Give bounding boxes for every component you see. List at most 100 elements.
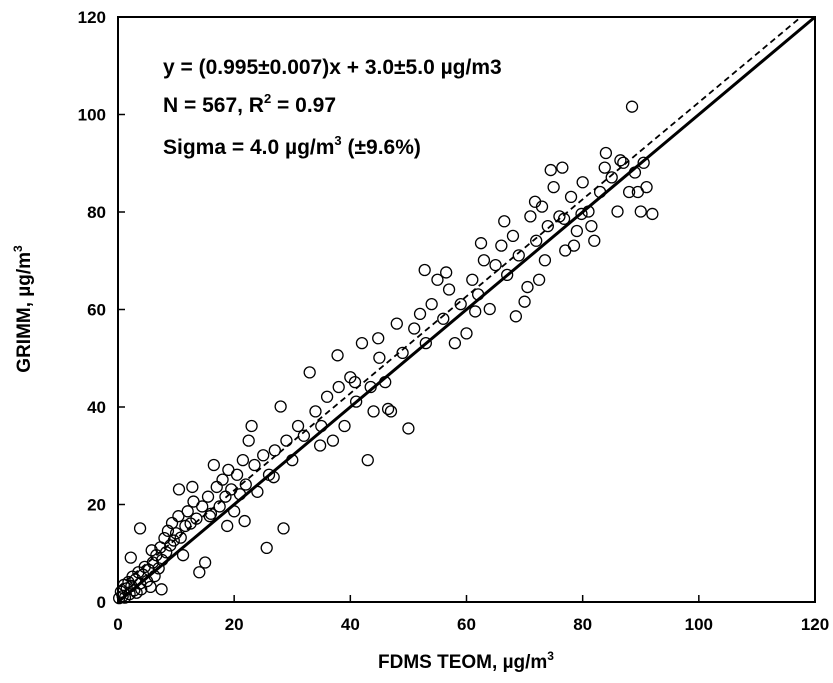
- one-to-one-line: [117, 15, 816, 604]
- data-point: [332, 380, 345, 394]
- data-point: [155, 583, 168, 596]
- y-tick-label: 60: [87, 301, 106, 320]
- x-tick-label: 80: [573, 615, 592, 634]
- data-point: [413, 307, 427, 321]
- annotation-sigma-text: Sigma = 4.0 µg/m: [163, 136, 334, 159]
- data-point: [174, 531, 187, 544]
- data-point: [614, 154, 627, 167]
- x-axis-title-text: FDMS TEOM, µg/m: [378, 652, 547, 673]
- data-point: [483, 302, 496, 316]
- data-point: [338, 419, 351, 433]
- data-point: [521, 280, 534, 294]
- data-point: [239, 478, 252, 491]
- annotation-sigma: Sigma = 4.0 µg/m3 (±9.6%): [163, 133, 421, 159]
- y-axis-title-sup: 3: [11, 245, 25, 252]
- data-point: [277, 522, 290, 535]
- data-point: [373, 351, 386, 364]
- x-axis-title: FDMS TEOM, µg/m3: [378, 649, 554, 673]
- annotation-n-r2: N = 567, R2 = 0.97: [163, 91, 336, 117]
- data-point: [567, 239, 581, 252]
- data-point: [544, 163, 557, 177]
- data-point: [248, 458, 261, 472]
- data-point: [547, 180, 560, 194]
- data-point: [528, 195, 542, 208]
- data-point: [431, 273, 444, 286]
- data-point: [495, 239, 508, 252]
- data-point: [588, 234, 601, 247]
- data-point: [390, 317, 403, 330]
- data-point: [216, 473, 229, 486]
- data-point: [349, 395, 363, 408]
- regression-fit-line: [117, 16, 802, 589]
- annotation-r2-value: = 0.97: [271, 94, 336, 117]
- data-point: [230, 468, 244, 481]
- data-point: [193, 566, 206, 579]
- data-point: [474, 237, 488, 250]
- data-point: [201, 490, 215, 503]
- data-point: [489, 258, 502, 272]
- data-point: [454, 297, 467, 311]
- data-point: [165, 516, 179, 530]
- data-point: [152, 562, 165, 575]
- data-point: [622, 185, 636, 199]
- data-point: [245, 419, 258, 433]
- data-point: [196, 500, 209, 513]
- data-point: [634, 205, 647, 218]
- data-point: [172, 483, 186, 496]
- data-point: [564, 190, 578, 204]
- data-point: [637, 156, 650, 169]
- annotation-sigma-sup: 3: [334, 133, 341, 148]
- data-point: [331, 349, 344, 362]
- data-point: [518, 295, 531, 308]
- annotation-equation: y = (0.995±0.007)x + 3.0±5.0 µg/m3: [163, 56, 502, 79]
- data-point: [291, 419, 305, 433]
- data-point: [210, 480, 223, 494]
- data-point: [124, 551, 137, 564]
- data-point: [207, 458, 220, 472]
- data-point: [599, 146, 613, 160]
- data-point: [598, 161, 611, 174]
- data-point: [238, 514, 251, 528]
- data-point: [631, 185, 644, 199]
- data-point: [402, 422, 415, 435]
- data-point: [133, 522, 147, 535]
- data-point: [506, 229, 520, 243]
- data-point: [575, 207, 588, 221]
- data-point: [477, 254, 491, 267]
- data-point: [181, 505, 194, 518]
- data-point: [236, 453, 250, 467]
- data-point: [326, 434, 340, 447]
- data-point: [186, 480, 199, 494]
- axis-ticks: [117, 16, 816, 603]
- data-point: [509, 310, 523, 323]
- data-point: [437, 312, 450, 325]
- data-point: [556, 161, 569, 174]
- x-tick-labels: 0 20 40 60 80 100 120: [113, 615, 829, 634]
- data-point: [167, 534, 180, 547]
- data-point: [268, 444, 281, 457]
- y-tick-label: 20: [87, 496, 106, 515]
- data-point: [384, 405, 398, 418]
- x-tick-label: 100: [685, 615, 713, 634]
- data-point: [460, 327, 473, 340]
- data-point: [469, 305, 482, 318]
- data-point: [355, 336, 369, 350]
- data-point: [372, 332, 385, 345]
- annotation-sigma-pct: (±9.6%): [342, 136, 421, 159]
- x-tick-label: 120: [801, 615, 829, 634]
- x-tick-label: 60: [457, 615, 476, 634]
- y-tick-label: 0: [97, 593, 106, 612]
- data-point: [172, 510, 185, 523]
- y-tick-label: 80: [87, 203, 106, 222]
- y-tick-label: 100: [78, 106, 106, 125]
- data-point: [541, 219, 554, 233]
- data-point: [176, 549, 190, 562]
- y-tick-labels: 0 20 40 60 80 100 120: [78, 8, 106, 612]
- x-axis-title-sup: 3: [547, 649, 554, 663]
- data-point: [361, 453, 374, 467]
- data-point: [576, 176, 589, 189]
- data-point: [605, 171, 618, 184]
- annotation-r2-sup: 2: [264, 91, 271, 106]
- data-point: [313, 439, 327, 452]
